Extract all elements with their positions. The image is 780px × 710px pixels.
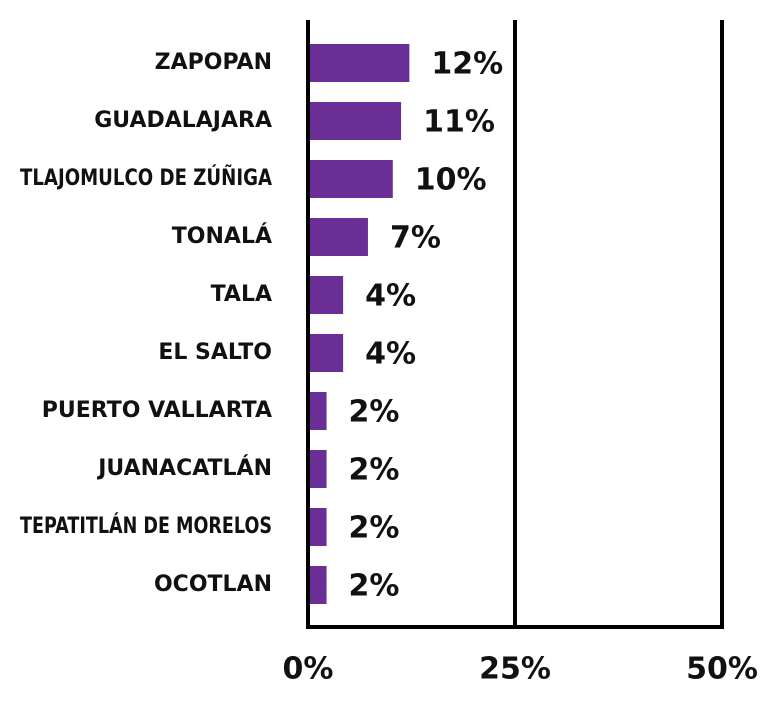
category-labels: ZAPOPAN GUADALAJARA TLAJOMULCO DE ZÚÑIGA TO… <box>20 50 272 597</box>
value-label: 12% <box>431 47 503 82</box>
bar <box>310 334 343 372</box>
value-label: 11% <box>423 105 495 140</box>
value-label: 2% <box>349 453 400 488</box>
value-label: 2% <box>349 395 400 430</box>
bar <box>310 102 401 140</box>
bar <box>310 392 327 430</box>
category-label: TALA <box>211 282 272 307</box>
value-label: 4% <box>365 337 416 372</box>
category-label: TEPATITLÁN DE MORELOS <box>20 513 272 539</box>
x-tick-label: 50% <box>686 652 758 687</box>
x-tick-label: 25% <box>479 652 551 687</box>
category-label: PUERTO VALLARTA <box>42 398 272 423</box>
value-label: 7% <box>390 221 441 256</box>
value-label: 10% <box>415 163 487 198</box>
bar <box>310 160 393 198</box>
x-tick-label: 0% <box>283 652 334 687</box>
value-label: 2% <box>349 511 400 546</box>
category-label: TONALÁ <box>172 223 272 249</box>
bar <box>310 218 368 256</box>
value-label: 2% <box>349 569 400 604</box>
category-label: JUANACATLÁN <box>96 455 272 481</box>
category-label: EL SALTO <box>158 340 272 365</box>
category-label: GUADALAJARA <box>94 108 272 133</box>
bar <box>310 276 343 314</box>
bar <box>310 508 327 546</box>
bar <box>310 566 327 604</box>
bar <box>310 44 409 82</box>
bar <box>310 450 327 488</box>
category-label: ZAPOPAN <box>155 50 272 75</box>
x-tick-labels: 0% 25% 50% <box>283 652 758 687</box>
category-label: OCOTLAN <box>154 572 272 597</box>
value-label: 4% <box>365 279 416 314</box>
category-label: TLAJOMULCO DE ZÚÑIGA <box>20 165 272 191</box>
